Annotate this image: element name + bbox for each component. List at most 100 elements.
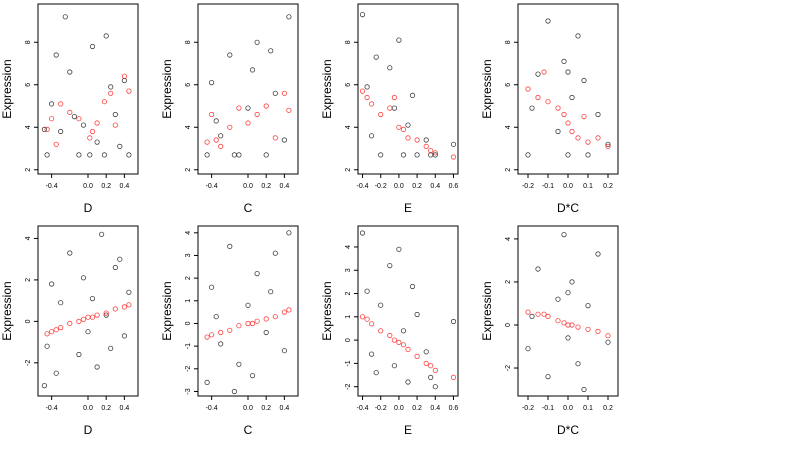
observed-point (44, 152, 50, 158)
x-tick-label: 0.4 (430, 405, 440, 412)
observed-point (94, 139, 100, 145)
observed-point (569, 94, 575, 101)
fitted-point (396, 339, 402, 345)
observed-point (409, 92, 416, 99)
fitted-point (58, 324, 64, 331)
observed-point (218, 341, 224, 347)
observed-point (450, 141, 457, 147)
observed-point (605, 141, 611, 147)
observed-point (605, 339, 611, 345)
fitted-point (387, 332, 393, 339)
fitted-point (94, 120, 100, 126)
x-tick-label: -0.2 (375, 405, 387, 412)
fitted-point (227, 124, 233, 130)
x-tick-label: 0.0 (563, 183, 573, 190)
y-tick-label: 1 (345, 315, 352, 319)
fitted-point (58, 101, 64, 107)
x-tick-label: -0.4 (206, 405, 218, 412)
x-axis-label: C (244, 423, 253, 437)
y-axis-label: Expression (480, 59, 494, 118)
fitted-point (565, 322, 571, 328)
x-tick-label: -0.2 (375, 183, 387, 190)
fitted-point (391, 337, 397, 343)
y-tick-label: 8 (25, 40, 32, 44)
fitted-point (541, 69, 547, 75)
panel-8: -0.2 -0.1 0.0 0.1 0.2 -2 0 2 4 D*C Expression (480, 225, 619, 437)
observed-point (103, 33, 109, 39)
observed-point (575, 33, 581, 39)
fitted-point (569, 322, 575, 328)
y-tick-label: 4 (505, 237, 512, 241)
fitted-point (432, 367, 438, 373)
fitted-point (595, 135, 601, 141)
observed-point (561, 232, 567, 238)
fitted-point (67, 320, 73, 326)
x-tick-label: 0.4 (430, 183, 440, 190)
fitted-point (414, 137, 420, 143)
fitted-point (581, 114, 587, 120)
observed-point (359, 12, 366, 18)
plot-frame (197, 3, 299, 175)
x-axis-label: D*C (557, 201, 579, 215)
fitted-point (405, 346, 411, 352)
observed-point (545, 18, 551, 24)
observed-point (268, 289, 274, 295)
observed-point (364, 84, 370, 90)
fitted-point (423, 143, 429, 149)
fitted-point (428, 148, 434, 154)
fitted-point (44, 126, 50, 132)
observed-point (585, 152, 591, 158)
fitted-point (112, 122, 118, 128)
observed-point (41, 382, 48, 389)
observed-point (569, 279, 575, 285)
observed-point (53, 370, 59, 376)
y-tick-label: 0 (345, 338, 352, 342)
fitted-point (525, 309, 531, 315)
fitted-point (112, 306, 118, 312)
fitted-point (204, 139, 210, 145)
observed-point (254, 39, 260, 45)
plot-frame (517, 225, 619, 397)
fitted-point (555, 105, 561, 111)
observed-point (231, 152, 237, 158)
observed-point (249, 67, 256, 73)
x-tick-label: 0.6 (449, 183, 459, 190)
observed-point (80, 122, 87, 128)
fitted-point (359, 88, 366, 94)
observed-point (396, 37, 402, 43)
y-tick-label: 4 (25, 125, 32, 129)
fitted-point (48, 329, 55, 335)
x-tick-label: 0.6 (449, 405, 459, 412)
fitted-point (450, 374, 457, 380)
panel-5: -0.4 0.0 0.2 0.4 -2 0 2 4 D Expression (0, 225, 139, 437)
x-tick-label: -0.4 (46, 405, 58, 412)
fitted-point (209, 111, 215, 118)
observed-point (58, 300, 64, 306)
observed-point (281, 348, 287, 354)
observed-point (378, 302, 384, 308)
observed-point (359, 230, 366, 236)
fitted-point (53, 141, 59, 147)
observed-point (286, 14, 292, 20)
plot-frame (37, 225, 139, 397)
fitted-point (561, 111, 567, 118)
x-tick-label: -0.2 (522, 183, 534, 190)
y-tick-label: 8 (185, 40, 192, 44)
observed-point (227, 52, 233, 58)
x-tick-label: -0.2 (522, 405, 534, 412)
fitted-point (121, 304, 128, 310)
observed-point (529, 313, 535, 319)
x-tick-label: 0.0 (83, 183, 93, 190)
observed-point (432, 384, 438, 390)
fitted-point (245, 320, 251, 327)
y-axis-label: Expression (160, 59, 174, 118)
observed-point (48, 101, 55, 107)
y-axis-label: Expression (480, 281, 494, 340)
x-tick-label: 0.2 (412, 405, 422, 412)
y-tick-label: 2 (25, 168, 32, 172)
fitted-point (575, 324, 581, 330)
fitted-point (400, 342, 407, 348)
fitted-point (359, 314, 366, 320)
y-tick-label: 4 (345, 245, 352, 249)
fitted-point (423, 360, 429, 366)
